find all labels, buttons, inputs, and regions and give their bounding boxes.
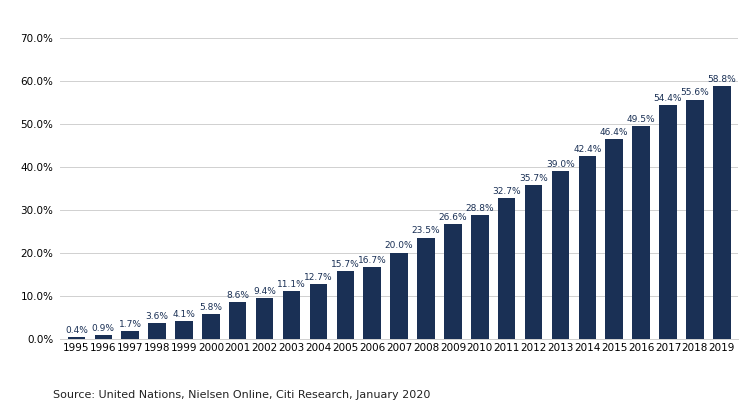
Text: 35.7%: 35.7% [519,174,548,183]
Text: 11.1%: 11.1% [277,280,306,289]
Bar [444,224,462,339]
Bar [148,323,166,339]
Text: 26.6%: 26.6% [438,213,467,222]
Bar [417,237,434,339]
Bar [525,185,542,339]
Text: 20.0%: 20.0% [385,242,413,251]
Text: 15.7%: 15.7% [331,260,360,269]
Bar [578,156,596,339]
Text: 4.1%: 4.1% [172,310,195,319]
Bar [686,100,703,339]
Bar [498,198,515,339]
Bar [309,284,327,339]
Text: 46.4%: 46.4% [600,128,629,137]
Text: 42.4%: 42.4% [573,145,602,154]
Bar [95,335,112,339]
Bar [713,86,730,339]
Text: 5.8%: 5.8% [200,303,222,312]
Bar [552,171,569,339]
Bar [633,126,650,339]
Text: 32.7%: 32.7% [492,187,521,196]
Bar [605,139,623,339]
Bar [337,271,354,339]
Text: 55.6%: 55.6% [681,89,709,98]
Bar [229,302,246,339]
Text: 1.7%: 1.7% [119,320,142,329]
Bar [471,215,489,339]
Bar [256,298,273,339]
Text: 9.4%: 9.4% [253,287,276,296]
Bar [121,331,139,339]
Text: 8.6%: 8.6% [226,290,249,299]
Text: 3.6%: 3.6% [145,312,169,321]
Text: 0.9%: 0.9% [92,324,114,333]
Bar [660,105,677,339]
Text: Source: United Nations, Nielsen Online, Citi Research, January 2020: Source: United Nations, Nielsen Online, … [53,390,430,400]
Text: 39.0%: 39.0% [546,160,575,169]
Text: 12.7%: 12.7% [304,273,333,282]
Text: 23.5%: 23.5% [412,226,441,235]
Text: 0.4%: 0.4% [65,326,88,335]
Text: 54.4%: 54.4% [654,93,682,102]
Bar [202,314,220,339]
Bar [68,337,85,339]
Text: 49.5%: 49.5% [626,115,655,124]
Text: 58.8%: 58.8% [707,75,736,84]
Bar [364,267,381,339]
Bar [283,291,300,339]
Text: 16.7%: 16.7% [358,256,386,265]
Bar [175,321,193,339]
Bar [390,253,408,339]
Text: 28.8%: 28.8% [465,204,494,213]
